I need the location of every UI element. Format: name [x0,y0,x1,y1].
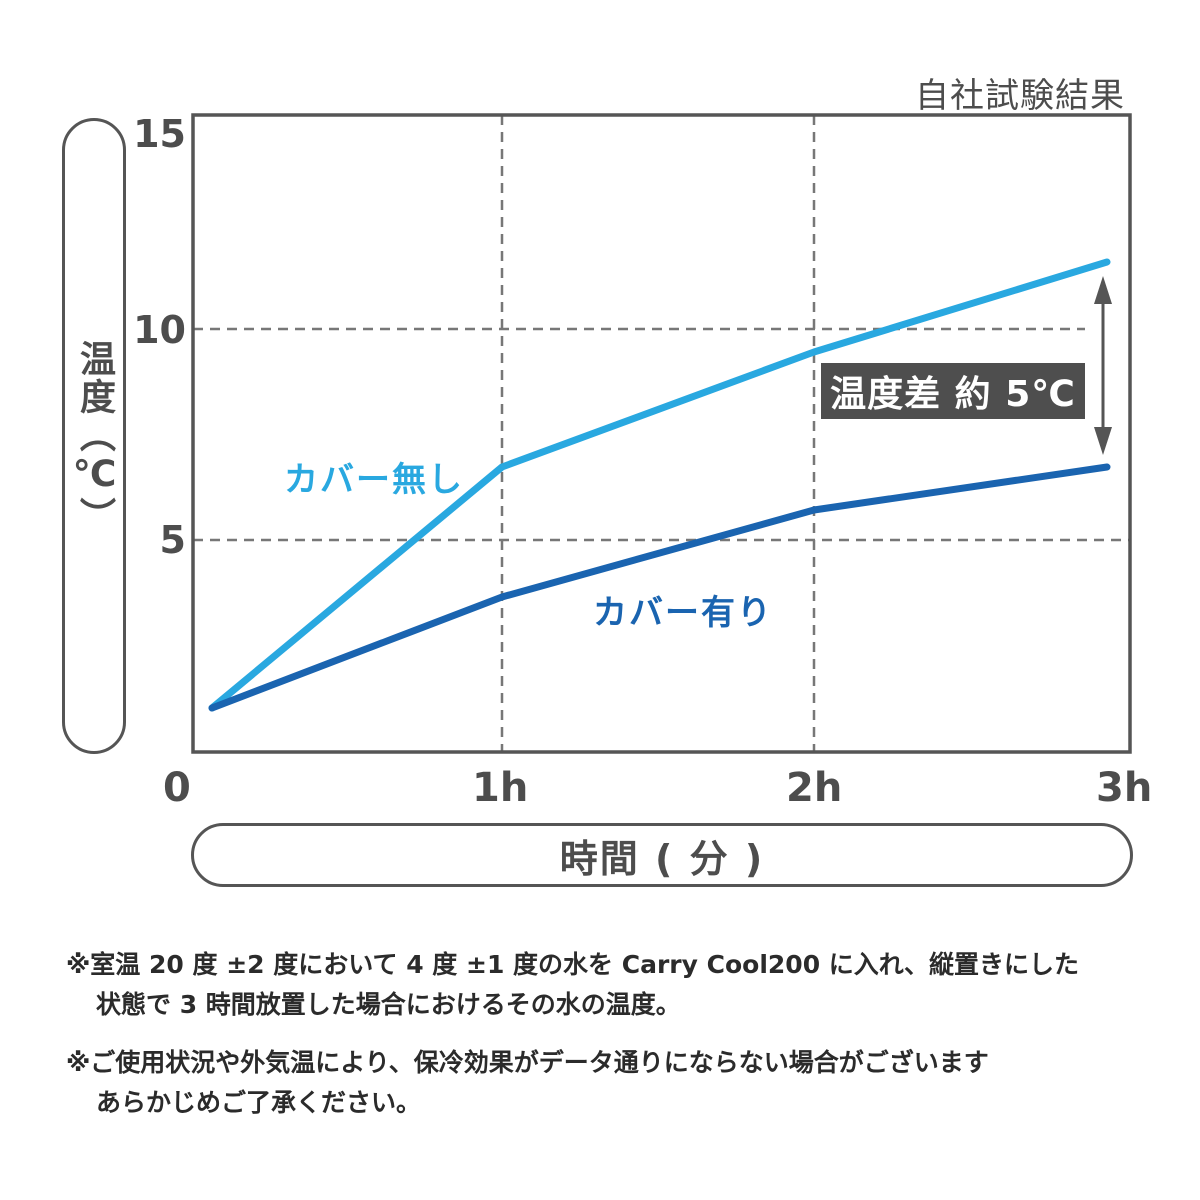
y-tick-5: 5 [159,518,186,562]
series-line-no-cover [208,258,1111,712]
x-axis-label-frame: 時間 ( 分 ) [191,823,1133,887]
footnote-2: ※ご使用状況や外気温により、保冷効果がデータ通りにならない場合がございます あら… [66,1043,989,1123]
x-tick-1h: 1h [472,765,529,811]
x-axis-label: 時間 ( 分 ) [559,836,765,881]
difference-annotation: 温度差 約 5℃ [821,363,1085,419]
gridlines [193,115,1130,752]
series-label-with-cover: カバー有り [593,593,773,633]
footnote-2-line-2: あらかじめご了承ください。 [96,1088,422,1117]
x-tick-2h: 2h [786,765,843,811]
footnote-2-line-1: ※ご使用状況や外気温により、保冷効果がデータ通りにならない場合がございます [66,1048,989,1077]
x-tick-0: 0 [163,765,191,811]
source-label: 自社試験結果 [915,76,1125,116]
footnote-1: ※室温 20 度 ±2 度において 4 度 ±1 度の水を Carry Cool… [66,945,1079,1025]
difference-double-arrow-icon [1094,276,1112,455]
series-line-with-cover [208,463,1111,712]
y-tick-10: 10 [133,308,186,352]
series-label-no-cover: カバー無し [284,460,464,500]
y-axis-label: 温度（℃） [74,340,115,535]
footnote-1-line-1: ※室温 20 度 ±2 度において 4 度 ±1 度の水を Carry Cool… [66,950,1080,979]
footnote-1-line-2: 状態で 3 時間放置した場合におけるその水の温度。 [96,990,681,1019]
x-tick-3h: 3h [1096,765,1153,811]
y-axis-label-frame [62,118,126,754]
y-tick-15: 15 [133,112,186,156]
plot-frame [191,113,1132,754]
